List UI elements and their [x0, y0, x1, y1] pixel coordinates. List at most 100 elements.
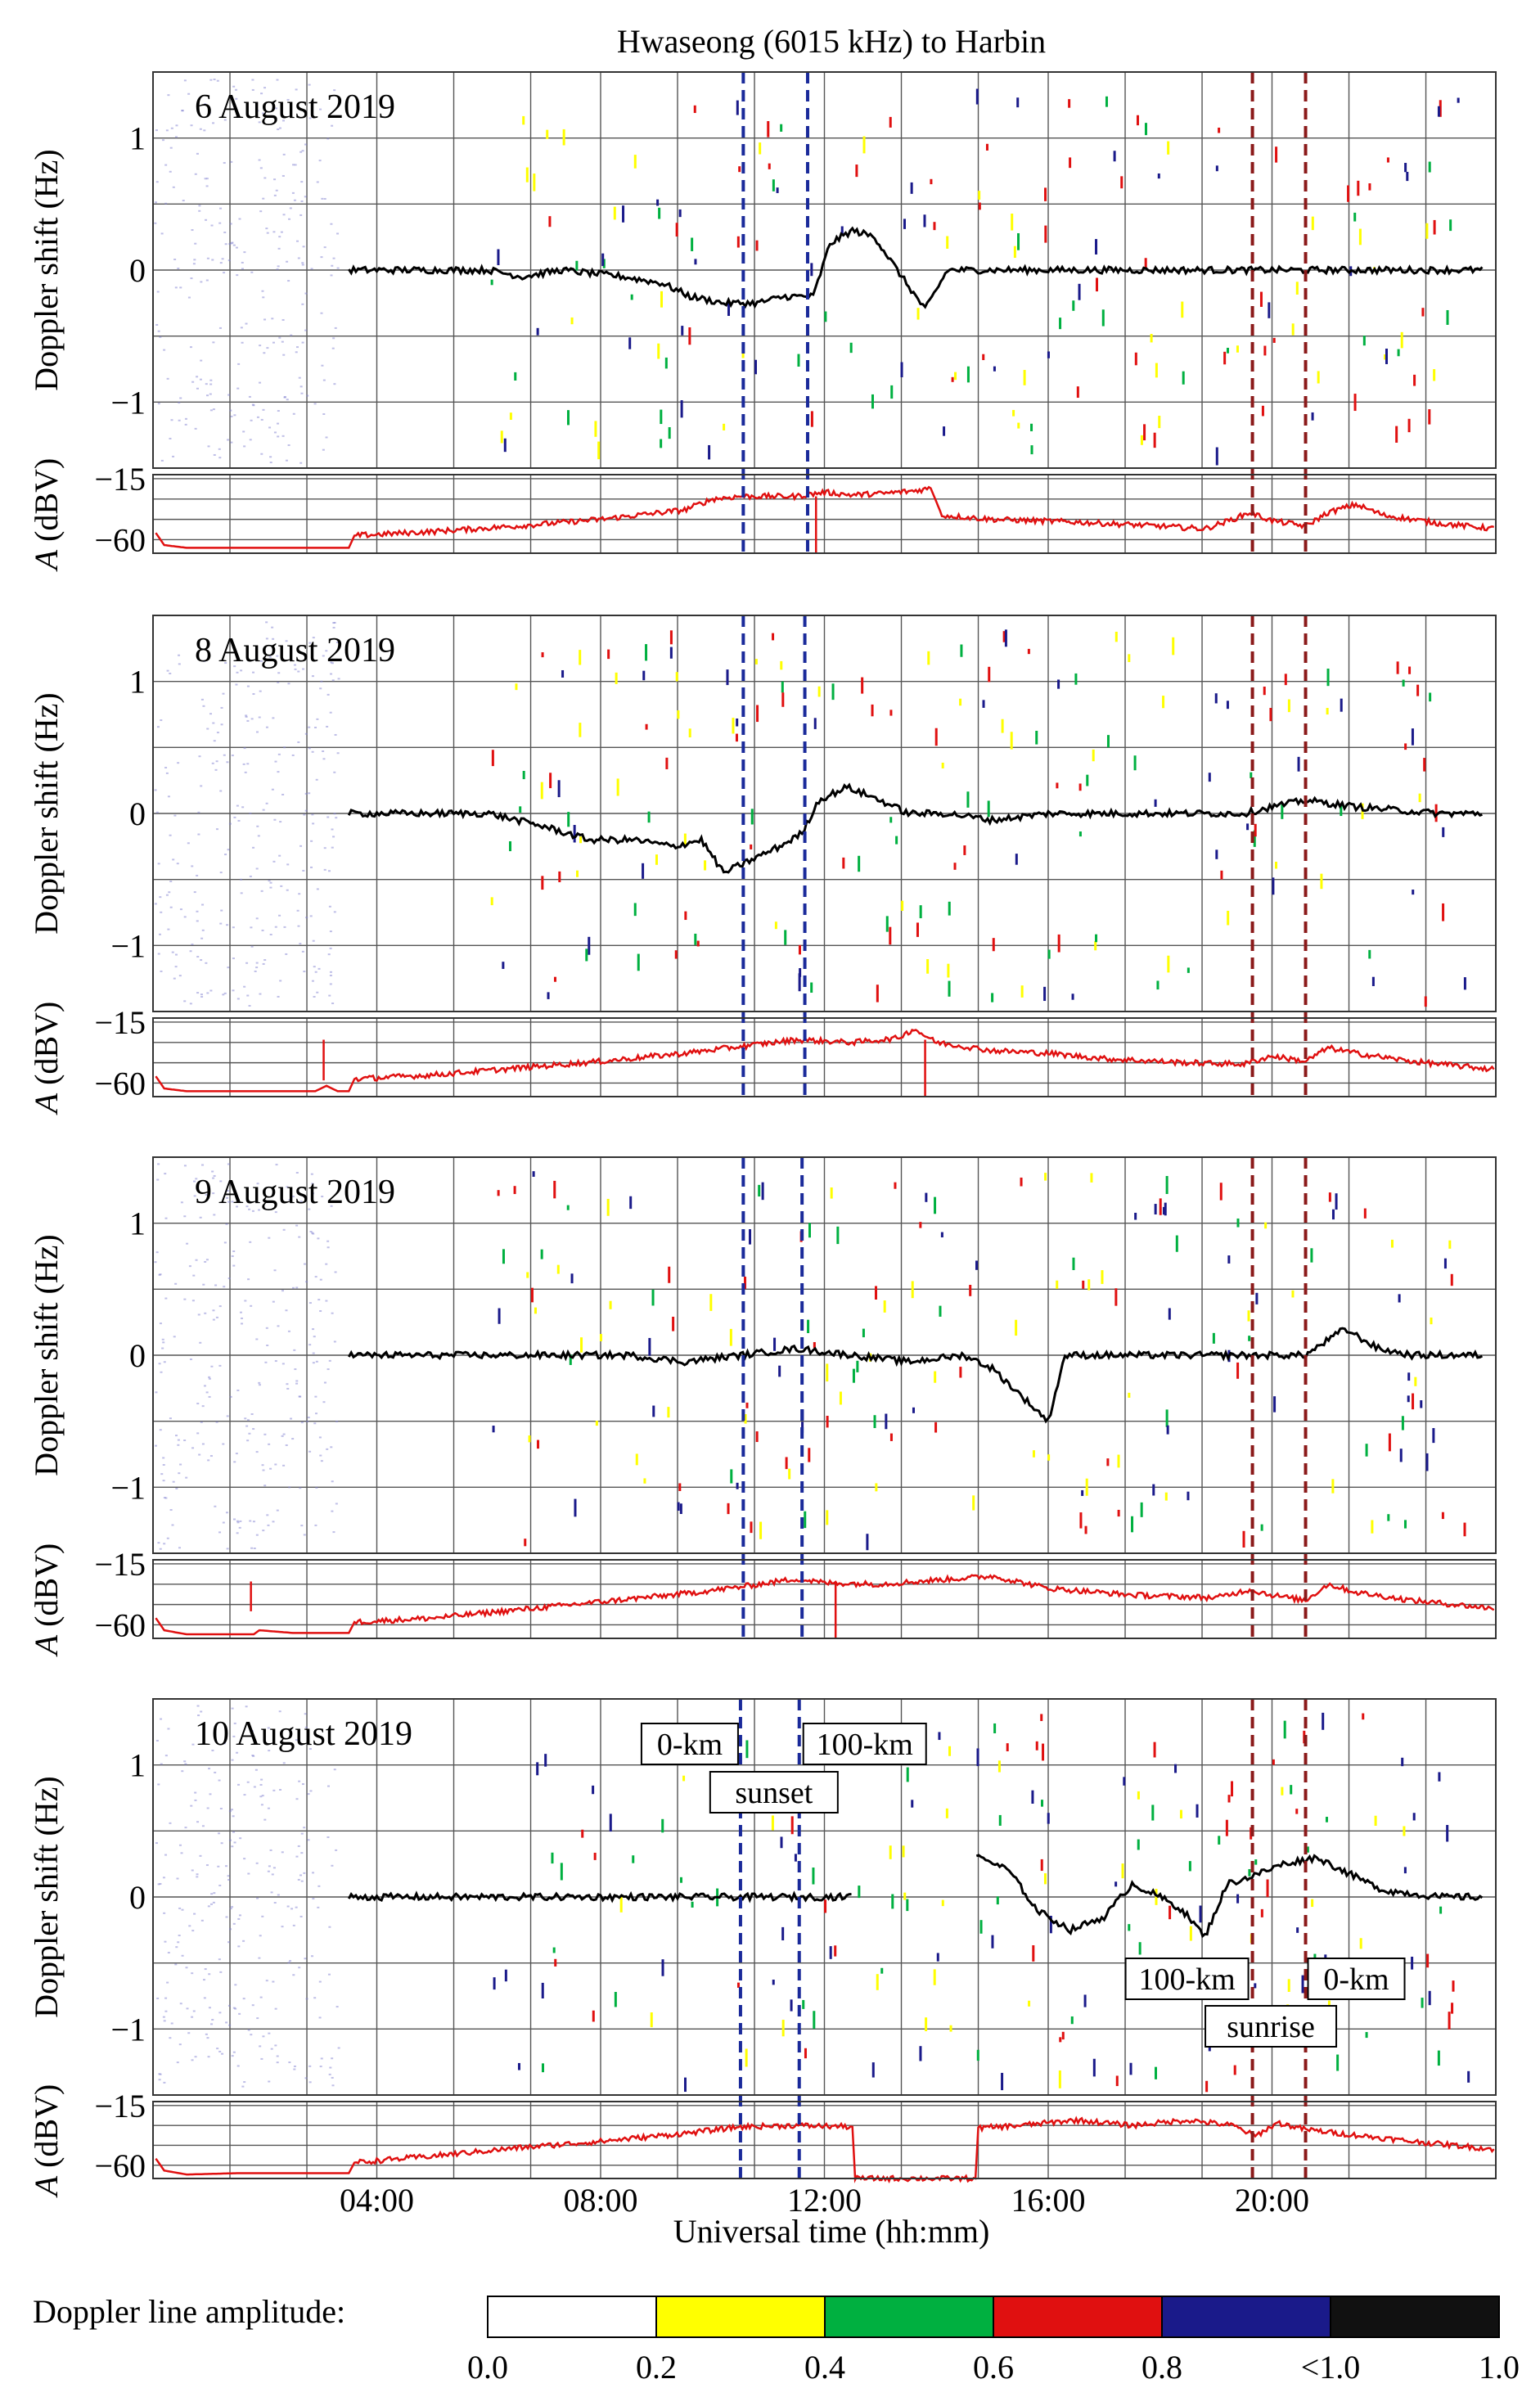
noise-dot	[238, 2012, 241, 2015]
doppler-mark	[1328, 1192, 1331, 1202]
noise-dot	[265, 621, 268, 624]
noise-dot	[311, 980, 314, 982]
doppler-mark	[824, 1899, 827, 1913]
doppler-mark	[645, 723, 648, 730]
noise-dot	[273, 194, 277, 196]
noise-dot	[299, 385, 303, 388]
noise-dot	[281, 340, 284, 343]
doppler-mark	[1040, 1859, 1043, 1872]
doppler-mark	[525, 167, 529, 182]
doppler-mark	[693, 105, 696, 114]
noise-dot	[326, 1448, 329, 1450]
noise-dot	[200, 281, 203, 283]
noise-dot	[310, 1173, 313, 1175]
doppler-mark	[826, 1416, 829, 1428]
doppler-mark	[1138, 1942, 1141, 1955]
doppler-mark	[916, 308, 920, 320]
doppler-mark	[1446, 1824, 1449, 1842]
noise-dot	[308, 792, 311, 795]
noise-dot	[301, 262, 304, 264]
noise-dot	[196, 920, 199, 922]
noise-dot	[206, 394, 209, 397]
noise-dot	[333, 1340, 336, 1343]
noise-dot	[246, 685, 250, 687]
noise-dot	[309, 1790, 313, 1792]
noise-dot	[218, 1364, 222, 1367]
doppler-mark	[1353, 394, 1357, 412]
doppler-mark	[1446, 309, 1449, 325]
noise-dot	[263, 1485, 267, 1487]
doppler-mark	[544, 1754, 547, 1767]
doppler-mark	[1001, 2072, 1004, 2091]
noise-dot	[234, 88, 237, 91]
noise-dot	[233, 1518, 236, 1521]
noise-dot	[304, 329, 308, 331]
noise-dot	[183, 916, 187, 918]
noise-dot	[215, 760, 218, 763]
noise-dot	[169, 437, 172, 439]
noise-dot	[252, 1755, 255, 1757]
doppler-mark	[1353, 212, 1357, 222]
doppler-mark	[759, 142, 762, 155]
noise-dot	[259, 345, 262, 347]
noise-dot	[310, 268, 313, 270]
noise-dot	[209, 1903, 213, 1905]
doppler-mark	[745, 1402, 749, 1408]
noise-dot	[323, 246, 326, 249]
noise-dot	[157, 863, 160, 865]
doppler-mark	[581, 1829, 584, 1838]
noise-dot	[299, 214, 303, 216]
noise-dot	[279, 821, 282, 823]
colorbar-tick-label: 0.0	[467, 2349, 508, 2386]
doppler-mark	[755, 1431, 759, 1443]
noise-dot	[223, 162, 226, 164]
noise-dot	[179, 908, 182, 911]
doppler-mark	[1215, 165, 1218, 172]
noise-dot	[274, 2044, 277, 2047]
doppler-mark	[1443, 1258, 1447, 1269]
doppler-mark	[852, 1368, 855, 1383]
noise-dot	[219, 922, 223, 925]
noise-dot	[243, 251, 246, 254]
doppler-mark	[1181, 301, 1184, 318]
noise-dot	[278, 914, 281, 917]
noise-dot	[320, 2057, 323, 2060]
noise-dot	[198, 755, 201, 758]
noise-dot	[247, 2029, 250, 2031]
noise-dot	[326, 816, 330, 818]
noise-dot	[199, 378, 202, 381]
noise-dot	[277, 128, 280, 131]
noise-dot	[211, 1170, 214, 1173]
noise-dot	[318, 1980, 322, 1983]
noise-dot	[311, 1955, 314, 1958]
noise-dot	[301, 950, 304, 953]
noise-dot	[308, 1208, 311, 1210]
doppler-mark	[781, 681, 784, 693]
noise-dot	[308, 1748, 312, 1750]
noise-dot	[154, 222, 157, 224]
noise-dot	[259, 1935, 262, 1937]
noise-dot	[200, 698, 204, 701]
colorbar-segment	[1330, 2296, 1500, 2338]
doppler-mark	[1359, 1938, 1362, 1949]
noise-dot	[321, 197, 324, 200]
noise-dot	[273, 1269, 277, 1272]
noise-dot	[265, 638, 268, 640]
doppler-mark	[871, 704, 874, 717]
doppler-mark	[750, 809, 754, 825]
doppler-mark	[643, 1478, 646, 1484]
doppler-mark	[1424, 996, 1427, 1007]
noise-dot	[282, 1762, 286, 1764]
doppler-mark	[761, 1182, 764, 1201]
noise-dot	[232, 1815, 235, 1818]
noise-dot	[160, 719, 163, 722]
amplitude-frame	[152, 474, 1497, 554]
doppler-mark	[540, 782, 543, 800]
noise-dot	[189, 346, 192, 349]
noise-dot	[233, 1841, 236, 1844]
noise-dot	[209, 393, 212, 395]
noise-dot	[258, 1384, 261, 1386]
doppler-mark	[1199, 1905, 1202, 1923]
doppler-mark	[1068, 99, 1071, 108]
noise-dot	[300, 392, 304, 394]
